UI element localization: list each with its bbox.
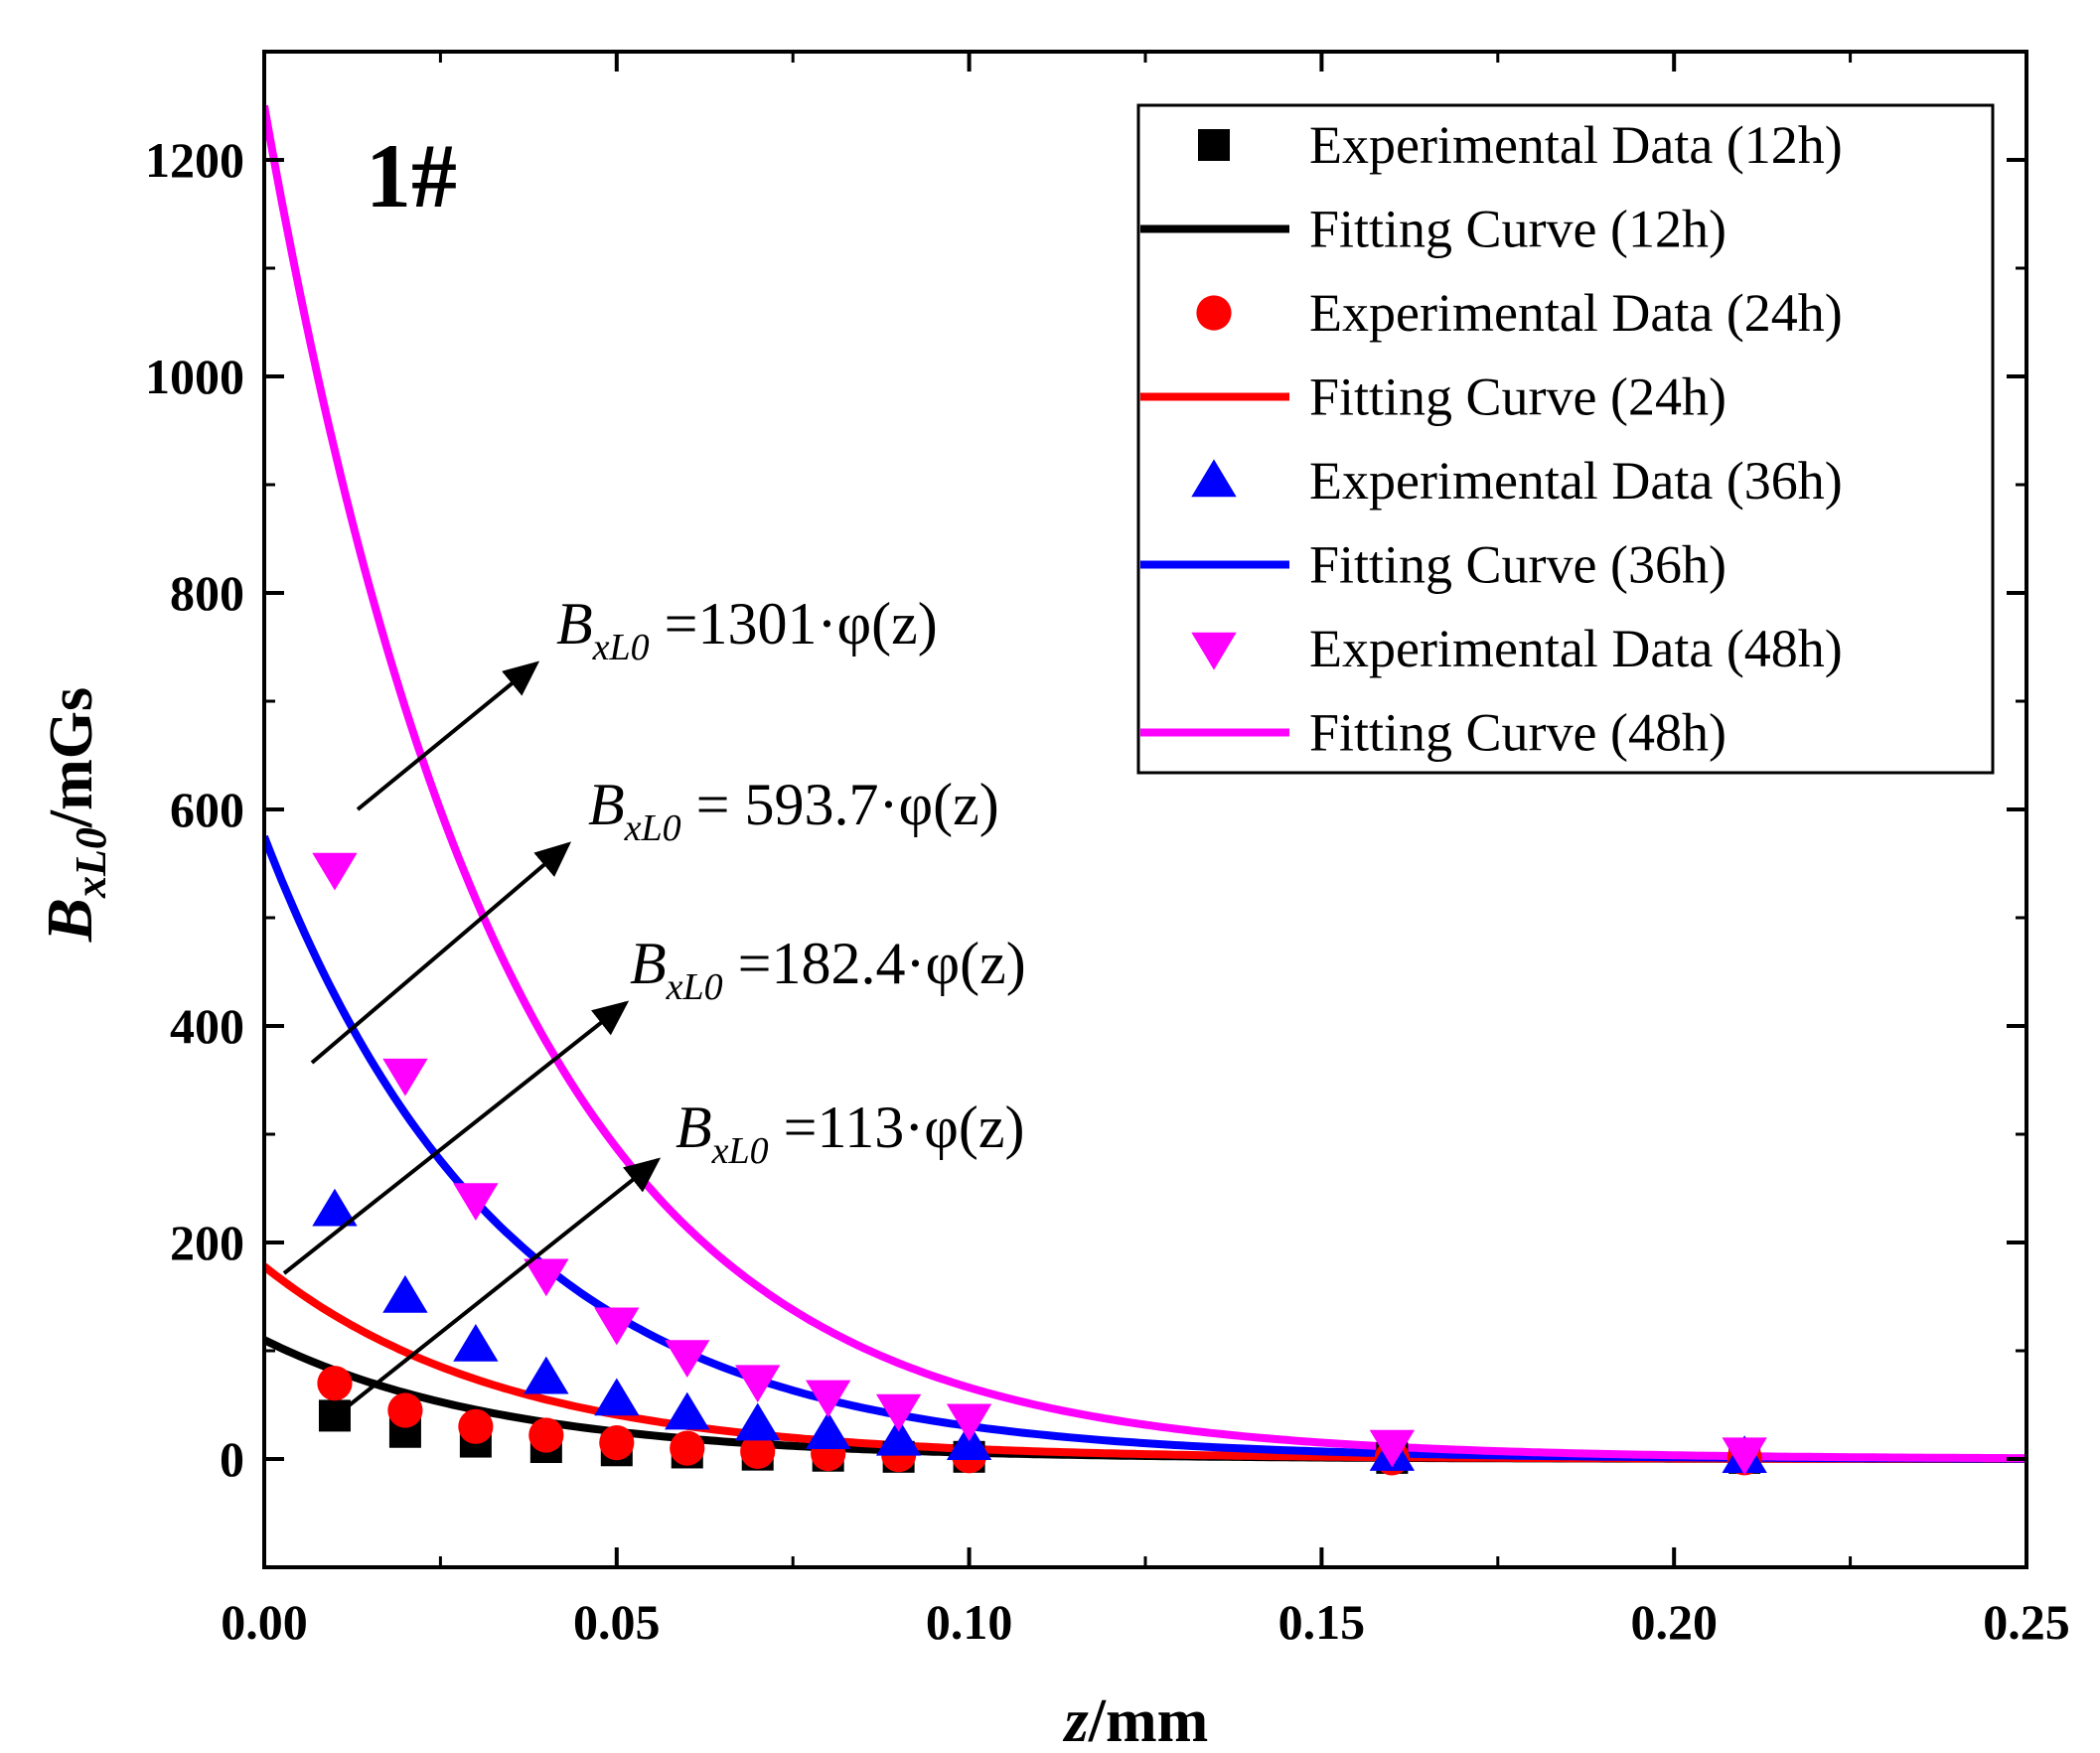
legend-label: Experimental Data (36h) — [1309, 451, 1843, 511]
annotation-expr: =1301·φ(z) — [650, 591, 938, 657]
y-tick-label: 1200 — [145, 132, 244, 188]
annotation-arrow — [282, 1000, 630, 1275]
legend-marker-36h — [1191, 459, 1237, 498]
annotation-sub: xL0 — [711, 1130, 769, 1172]
data-point-24h — [458, 1408, 494, 1444]
x-tick-label: 0.05 — [573, 1594, 661, 1650]
y-tick-label: 0 — [220, 1431, 244, 1487]
data-point-36h — [665, 1391, 710, 1430]
annotation-var: B — [556, 591, 593, 657]
data-point-36h — [594, 1378, 640, 1416]
legend-label: Experimental Data (48h) — [1309, 619, 1843, 678]
data-point-48h — [1722, 1437, 1767, 1476]
annotation-sub: xL0 — [592, 627, 650, 668]
data-points — [312, 852, 1767, 1476]
legend-marker-48h — [1191, 632, 1237, 670]
data-point-36h — [524, 1356, 569, 1394]
legend-label: Experimental Data (24h) — [1309, 283, 1843, 343]
data-point-48h — [1369, 1429, 1416, 1468]
data-point-36h — [453, 1323, 499, 1362]
annotation-var: B — [675, 1095, 712, 1160]
annotation-formula: BxL0 =113·φ(z) — [675, 1095, 1024, 1172]
annotation-sub: xL0 — [666, 966, 723, 1008]
data-point-36h — [875, 1417, 922, 1456]
annotation-expr: =182.4·φ(z) — [723, 931, 1026, 996]
y-tick-label: 400 — [170, 998, 244, 1054]
legend-label: Fitting Curve (24h) — [1309, 367, 1726, 427]
data-point-24h — [670, 1430, 705, 1466]
data-point-36h — [735, 1402, 781, 1441]
x-axis-var: z — [1063, 1687, 1089, 1753]
annotation-arrow — [326, 1157, 662, 1424]
annotation-expr: =113·φ(z) — [769, 1095, 1025, 1160]
data-point-48h — [382, 1058, 428, 1096]
y-axis-unit: /mGs — [38, 687, 105, 828]
y-tick-label: 200 — [170, 1215, 244, 1270]
data-point-48h — [524, 1258, 569, 1297]
data-point-24h — [740, 1433, 776, 1469]
y-axis-var: B — [34, 898, 106, 943]
data-point-36h — [806, 1411, 851, 1450]
y-tick-label: 800 — [170, 565, 244, 621]
fit-curve-24h — [264, 1262, 2026, 1463]
legend: Experimental Data (12h) Fitting Curve (12… — [1136, 103, 1995, 775]
x-tick-label: 0.00 — [221, 1594, 308, 1650]
x-tick-label: 0.25 — [1983, 1594, 2070, 1650]
legend-box — [1136, 103, 1995, 775]
x-tick-label: 0.20 — [1630, 1594, 1718, 1650]
x-tick-label: 0.10 — [926, 1594, 1013, 1650]
data-point-36h — [382, 1274, 428, 1313]
data-point-48h — [312, 852, 358, 891]
annotations: BxL0 =1301·φ(z)BxL0 = 593.7·φ(z)BxL0 =18… — [282, 591, 1026, 1424]
data-point-24h — [528, 1417, 564, 1453]
annotation-sub: xL0 — [624, 807, 681, 849]
annotation-var: B — [588, 772, 625, 837]
annotation-arrow — [310, 841, 572, 1065]
data-point-24h — [317, 1366, 353, 1401]
data-point-48h — [806, 1380, 851, 1418]
x-tick-label: 0.15 — [1278, 1594, 1366, 1650]
data-point-48h — [594, 1307, 640, 1346]
fit-curve-36h — [264, 834, 2026, 1463]
legend-label: Experimental Data (12h) — [1309, 115, 1843, 175]
legend-marker-24h — [1196, 295, 1232, 331]
data-point-48h — [453, 1183, 499, 1221]
annotation-arrow — [356, 660, 540, 811]
data-point-48h — [946, 1403, 992, 1442]
y-tick-label: 1000 — [145, 349, 244, 404]
annotation-formula: BxL0 =1301·φ(z) — [556, 591, 938, 668]
legend-marker-12h — [1198, 129, 1230, 161]
legend-label: Fitting Curve (12h) — [1309, 200, 1726, 259]
data-point-24h — [387, 1392, 423, 1428]
x-axis-title: z/mm — [1063, 1687, 1209, 1753]
data-point-48h — [875, 1393, 922, 1432]
annotation-formula: BxL0 = 593.7·φ(z) — [588, 772, 999, 849]
y-axis-sub: xL0 — [67, 827, 115, 899]
x-axis-unit: /mm — [1088, 1687, 1209, 1753]
panel-label: 1# — [366, 125, 457, 226]
annotation-var: B — [630, 931, 667, 996]
y-tick-label: 600 — [170, 782, 244, 837]
annotation-formula: BxL0 =182.4·φ(z) — [630, 931, 1026, 1008]
legend-label: Fitting Curve (36h) — [1309, 535, 1726, 595]
ticks: 0.00 0.05 0.10 0.15 0.20 0.25 0 200 400 600 800 100… — [145, 50, 2070, 1650]
data-point-48h — [665, 1340, 710, 1379]
y-axis-title: BxL0/mGs — [34, 687, 115, 943]
data-point-36h — [312, 1188, 358, 1227]
data-point-48h — [735, 1365, 781, 1403]
annotation-expr: = 593.7·φ(z) — [681, 772, 999, 837]
legend-label: Fitting Curve (48h) — [1309, 703, 1726, 763]
data-point-24h — [599, 1425, 635, 1461]
